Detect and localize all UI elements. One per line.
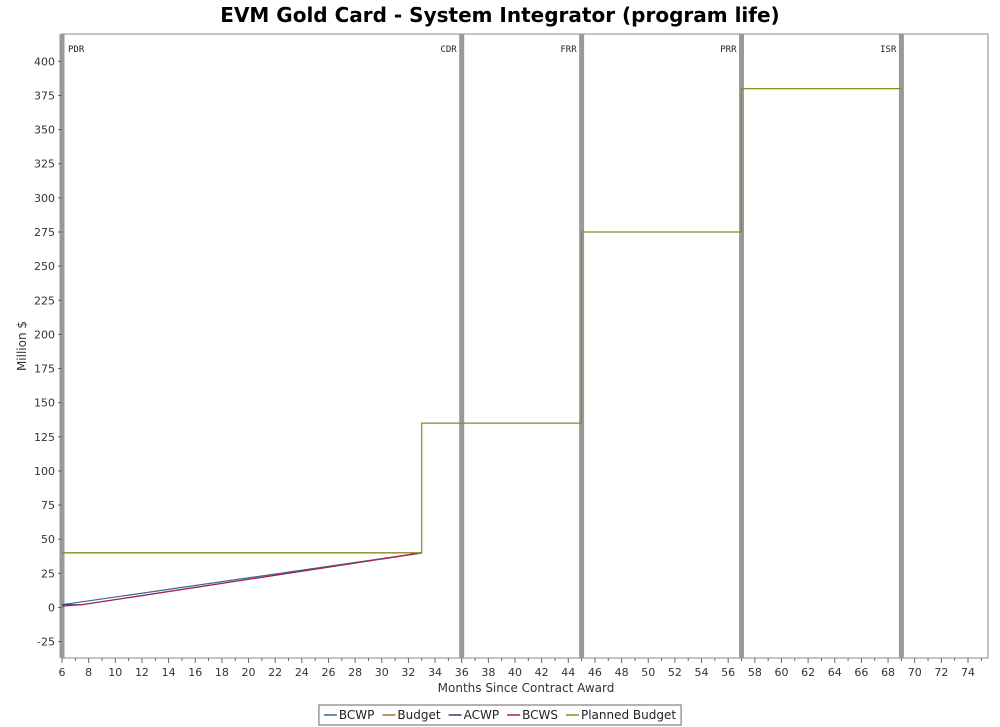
x-tick-label: 8 — [85, 666, 92, 679]
y-tick-label: 275 — [34, 226, 55, 239]
y-tick-label: 50 — [41, 533, 55, 546]
y-tick-label: 0 — [48, 601, 55, 614]
series-bcws-line — [61, 552, 422, 607]
y-tick-label: 325 — [34, 158, 55, 171]
y-tick-label: 200 — [34, 328, 55, 341]
milestone-isr-bar — [898, 34, 904, 658]
milestone-prr-bar — [739, 34, 745, 658]
x-tick-label: 60 — [774, 666, 788, 679]
x-tick-label: 42 — [535, 666, 549, 679]
plot-area — [61, 33, 989, 659]
legend-acwp-label: ACWP — [464, 708, 499, 722]
y-tick-label: 75 — [41, 499, 55, 512]
y-tick-label: 175 — [34, 363, 55, 376]
x-tick-label: 50 — [641, 666, 655, 679]
milestone-frr-label: FRR — [560, 45, 577, 55]
y-tick-label: 400 — [34, 55, 55, 68]
milestone-pdr-label: PDR — [68, 45, 85, 55]
milestone-prr-label: PRR — [720, 45, 737, 55]
x-tick-label: 20 — [242, 666, 256, 679]
x-tick-label: 10 — [108, 666, 122, 679]
legend-box — [318, 704, 682, 726]
legend-planned-budget-label: Planned Budget — [581, 708, 676, 722]
x-axis: 6 8 10 12 14 16 18 20 22 24 26 28 30 32 34 36 38 40 42 44 46… — [59, 658, 982, 679]
x-tick-label: 52 — [668, 666, 682, 679]
x-tick-label: 58 — [748, 666, 762, 679]
x-tick-label: 48 — [615, 666, 629, 679]
x-tick-label: 14 — [162, 666, 176, 679]
legend: BCWP Budget ACWP BCWS Planned Budget — [318, 704, 682, 726]
x-tick-label: 62 — [801, 666, 815, 679]
x-tick-label: 12 — [135, 666, 149, 679]
series-group — [61, 87, 902, 607]
milestone-cdr-bar — [459, 34, 465, 658]
milestone-isr-label: ISR — [880, 45, 897, 55]
legend-budget-label: Budget — [397, 708, 440, 722]
legend-bcwp-label: BCWP — [339, 708, 375, 722]
x-tick-label: 40 — [508, 666, 522, 679]
x-tick-label: 66 — [854, 666, 868, 679]
x-tick-label: 64 — [828, 666, 842, 679]
y-tick-label: 150 — [34, 397, 55, 410]
y-tick-label: 225 — [34, 294, 55, 307]
y-tick-label: 375 — [34, 89, 55, 102]
x-tick-label: 34 — [428, 666, 442, 679]
y-tick-label: 300 — [34, 192, 55, 205]
x-tick-label: 70 — [908, 666, 922, 679]
x-tick-label: 44 — [561, 666, 575, 679]
x-tick-label: 6 — [59, 666, 66, 679]
x-tick-label: 74 — [961, 666, 975, 679]
x-tick-label: 54 — [695, 666, 709, 679]
x-tick-label: 68 — [881, 666, 895, 679]
y-tick-label: -25 — [37, 636, 55, 649]
y-tick-label: 100 — [34, 465, 55, 478]
x-tick-label: 46 — [588, 666, 602, 679]
y-tick-label: 25 — [41, 567, 55, 580]
x-tick-label: 22 — [268, 666, 282, 679]
y-tick-label: 125 — [34, 431, 55, 444]
x-tick-label: 26 — [321, 666, 335, 679]
x-tick-label: 30 — [375, 666, 389, 679]
milestone-cdr-label: CDR — [440, 45, 457, 55]
x-axis-label: Months Since Contract Award — [438, 681, 615, 695]
x-tick-label: 18 — [215, 666, 229, 679]
x-tick-label: 36 — [455, 666, 469, 679]
x-tick-label: 32 — [401, 666, 415, 679]
y-axis: -25 0 25 50 75 100 125 150 175 200 225 250 275 300 325… — [34, 55, 62, 649]
milestone-pdr-bar — [59, 34, 65, 658]
x-tick-label: 28 — [348, 666, 362, 679]
x-tick-label: 16 — [188, 666, 202, 679]
series-planned-budget-line — [62, 87, 902, 554]
y-tick-label: 350 — [34, 124, 55, 137]
chart-title: EVM Gold Card - System Integrator (progr… — [220, 3, 779, 27]
y-tick-label: 250 — [34, 260, 55, 273]
legend-bcws-label: BCWS — [522, 708, 558, 722]
x-tick-label: 24 — [295, 666, 309, 679]
y-axis-label: Million $ — [15, 321, 29, 371]
x-tick-label: 38 — [481, 666, 495, 679]
x-tick-label: 72 — [934, 666, 948, 679]
x-tick-label: 56 — [721, 666, 735, 679]
